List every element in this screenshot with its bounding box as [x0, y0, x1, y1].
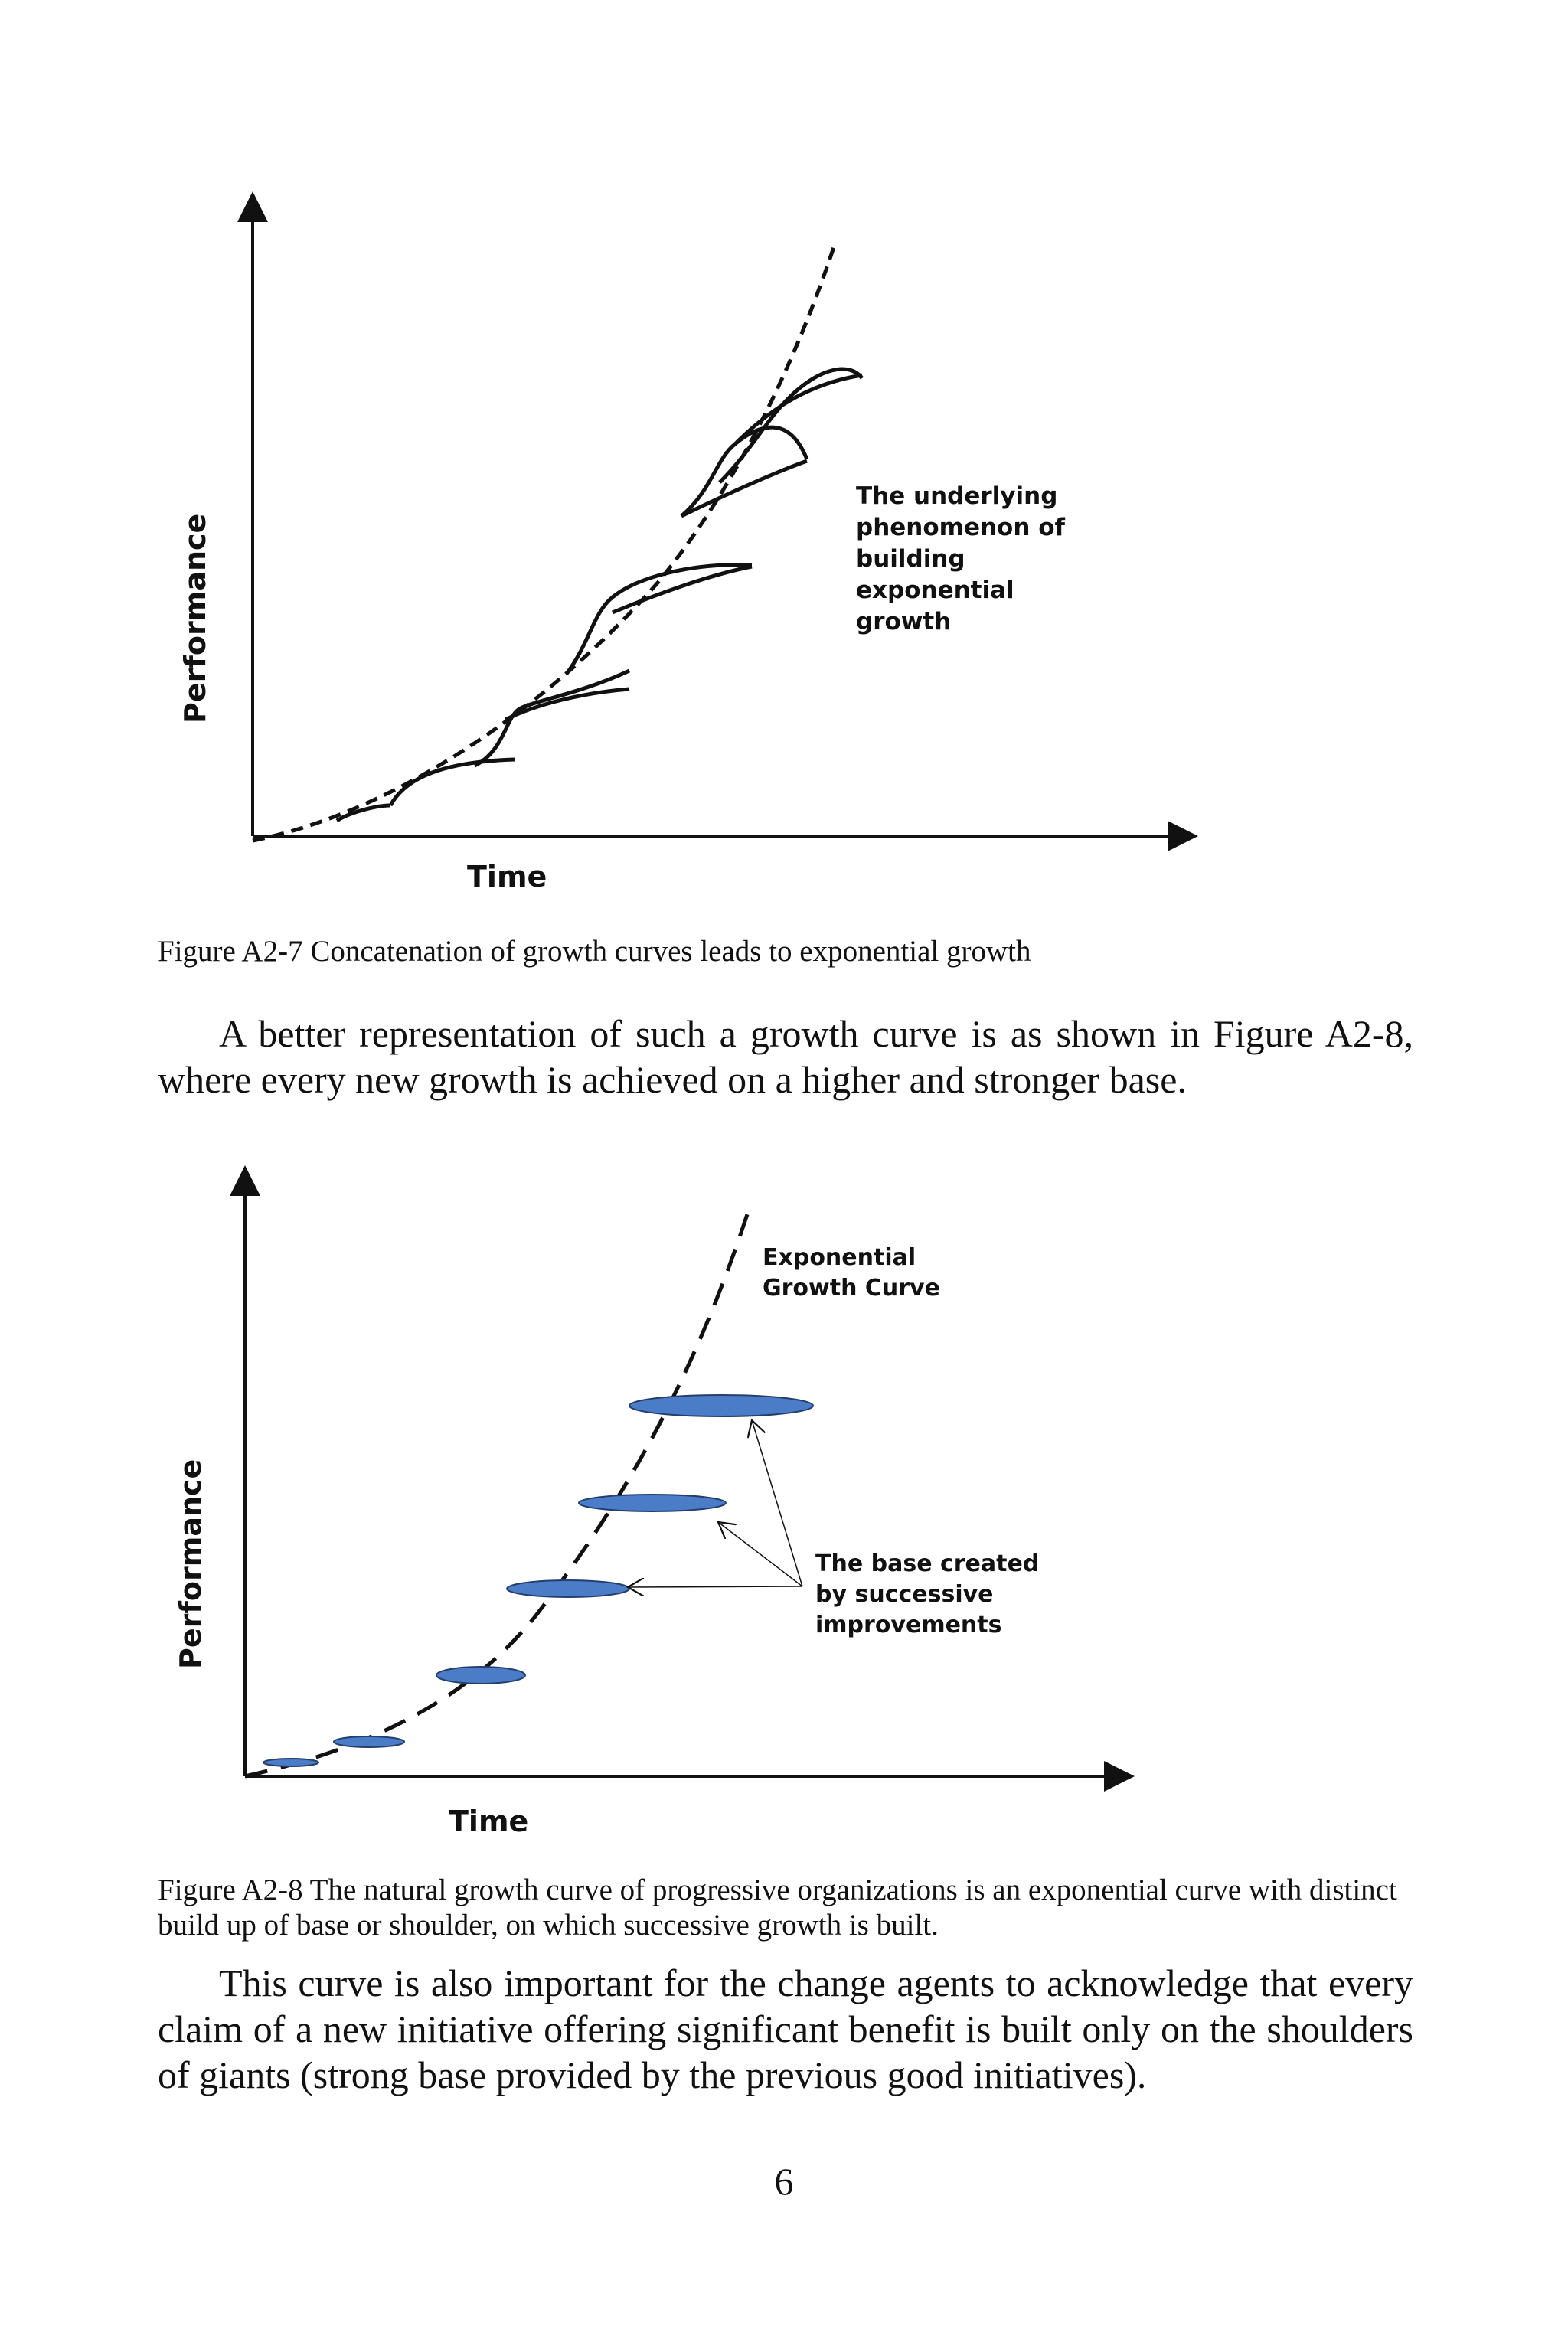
base-3	[436, 1666, 526, 1684]
figure-a2-8: Exponential Growth Curve The base create…	[0, 1164, 1568, 1853]
base-1	[263, 1758, 319, 1767]
y-axis-label: Performance	[178, 514, 212, 724]
x-axis-label: Time	[467, 860, 547, 893]
annotation-text: The underlying phenomenon of building ex…	[856, 482, 1073, 635]
base-6	[629, 1394, 814, 1417]
base-4	[506, 1579, 630, 1598]
y-axis-label: Performance	[174, 1459, 207, 1669]
growth-curve-1b	[504, 687, 630, 722]
pointer-arrows	[628, 1420, 803, 1587]
growth-curve-4b	[733, 373, 863, 446]
paragraph-2: This curve is also important for the cha…	[158, 1962, 1413, 2096]
growth-curve-5	[680, 425, 809, 518]
x-axis-label: Time	[449, 1805, 528, 1838]
base-ellipses	[263, 1394, 814, 1767]
base-2	[333, 1736, 405, 1748]
growth-curve-segments	[335, 367, 864, 823]
base-label: The base created by successive improveme…	[815, 1550, 1047, 1638]
growth-curve-3b	[680, 459, 808, 518]
growth-curve-4	[564, 563, 753, 675]
base-5	[578, 1494, 727, 1512]
figure-a2-8-diagram: Exponential Growth Curve The base create…	[174, 1165, 1135, 1838]
figure-a2-8-caption: Figure A2-8 The natural growth curve of …	[158, 1873, 1397, 1942]
figure-a2-7-caption: Figure A2-7 Concatenation of growth curv…	[158, 935, 1031, 968]
growth-curve-2	[388, 757, 515, 807]
page-number: 6	[774, 2160, 794, 2203]
exponential-growth-curve	[244, 1209, 751, 1779]
figure-a2-7: Performance Time The underlying phenomen…	[0, 184, 1568, 934]
growth-curve-2b	[612, 564, 753, 615]
growth-curve-6	[718, 367, 864, 484]
curve-label: Exponential Growth Curve	[763, 1244, 940, 1302]
paragraph-1: A better representation of such a growth…	[158, 1012, 1413, 1101]
growth-curve-1	[335, 803, 391, 823]
growth-curve-3	[473, 668, 631, 768]
figure-a2-7-diagram: Performance Time The underlying phenomen…	[178, 191, 1198, 893]
exponential-dashed-curve	[252, 244, 837, 843]
